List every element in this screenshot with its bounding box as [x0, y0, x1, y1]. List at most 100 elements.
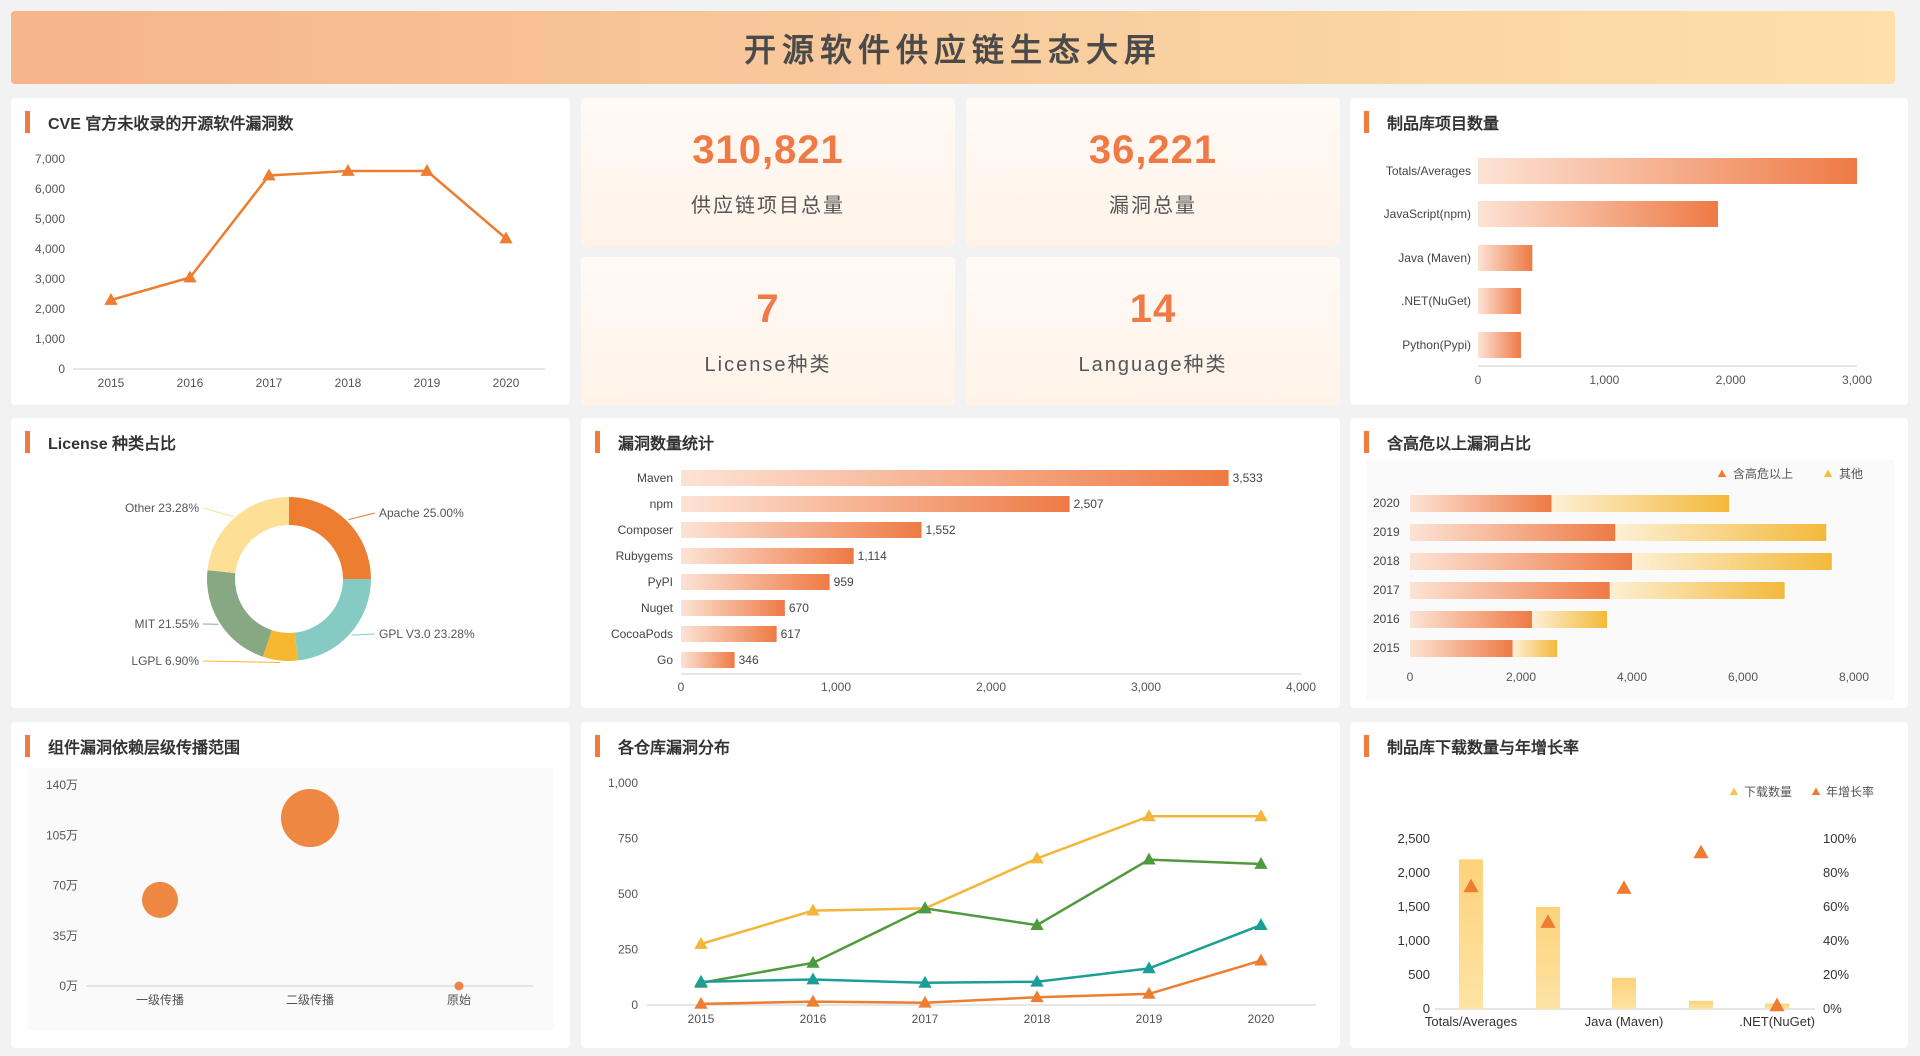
pie-slice	[207, 497, 289, 574]
x-tick-label: 0	[1475, 373, 1482, 387]
x-tick-label: 2,000	[1506, 670, 1536, 684]
y-tick-label-left: 2,000	[1397, 865, 1430, 880]
bar-other	[1632, 553, 1832, 570]
x-tick-label: 4,000	[1286, 680, 1316, 694]
legend-label: 含高危以上	[1733, 466, 1793, 481]
y-tick-label: 2,000	[35, 302, 65, 316]
x-tick-label: 8,000	[1839, 670, 1869, 684]
label-leader	[202, 660, 280, 664]
stat-card-languages: 14 Language种类	[966, 257, 1340, 405]
data-point	[694, 936, 708, 949]
stat-label: Language种类	[1078, 354, 1228, 376]
legend-marker	[1717, 469, 1727, 478]
x-tick-label: 6,000	[1728, 670, 1758, 684]
downloads-panel: 制品库下载数量与年增长率 下载数量 年增长率 0 500 1,000 1,500 2,000…	[1350, 722, 1908, 1048]
repo-vuln-chart: 0 250 500 750 1,000 2015 2016 2017 2018 2019 2020	[608, 776, 1316, 1026]
repo-vuln-panel: 各仓库漏洞分布 0 250 500 750 1,000 2015 2016 2017 2018 2…	[581, 722, 1340, 1048]
category-label: npm	[650, 497, 673, 511]
cve-panel: CVE 官方未收录的开源软件漏洞数 0 1,000 2,000 3,000 4,000 5…	[11, 98, 570, 405]
data-point	[1254, 809, 1268, 822]
legend-marker	[1729, 787, 1739, 796]
y-tick-label: 1,000	[608, 776, 638, 790]
high-risk-title: 含高危以上漏洞占比	[1364, 430, 1531, 454]
data-point	[104, 293, 118, 305]
category-label: Java (Maven)	[1398, 251, 1471, 265]
stat-card-licenses: 7 License种类	[581, 257, 955, 405]
x-tick-label: 3,000	[1842, 373, 1872, 387]
data-label: 617	[781, 627, 801, 641]
x-tick-label: 1,000	[1589, 373, 1619, 387]
bar-other	[1512, 640, 1558, 657]
x-tick-label: 2016	[800, 1012, 827, 1026]
pie-slice	[207, 570, 272, 657]
bar-high-risk	[1410, 582, 1610, 599]
stat-label: 供应链项目总量	[691, 195, 845, 217]
legend-label: 下载数量	[1744, 784, 1792, 799]
data-point	[806, 955, 820, 968]
x-tick-label: 二级传播	[286, 992, 334, 1007]
data-point	[1030, 990, 1044, 1003]
x-tick-label: 2,000	[976, 680, 1006, 694]
vuln-count-title: 漏洞数量统计	[595, 430, 714, 454]
growth-marker	[1616, 880, 1632, 894]
category-label: Composer	[618, 523, 673, 537]
bar-other	[1551, 495, 1730, 512]
data-point	[806, 903, 820, 916]
vuln-count-chart: Maven 3,533 npm 2,507 Composer 1,552 Rubygems 1…	[611, 470, 1316, 694]
data-point	[806, 994, 820, 1007]
y-tick-label: 140万	[46, 778, 78, 792]
stat-card-projects: 310,821 供应链项目总量	[581, 98, 955, 246]
stat-value: 14	[1129, 287, 1177, 331]
x-tick-label: 2,000	[1716, 373, 1746, 387]
bar	[681, 496, 1070, 512]
bar	[681, 652, 735, 668]
data-point	[1142, 961, 1156, 974]
data-point	[420, 164, 434, 176]
data-point	[806, 972, 820, 985]
bar	[1612, 977, 1636, 1009]
data-point	[1254, 953, 1268, 966]
x-tick-label: 2020	[493, 376, 520, 390]
x-tick-label: 2017	[256, 376, 283, 390]
x-tick-label: 2016	[177, 376, 204, 390]
data-point	[1142, 986, 1156, 999]
bar	[1478, 288, 1521, 314]
y-tick-label-left: 0	[1423, 1001, 1430, 1016]
y-tick-label-right: 60%	[1823, 899, 1849, 914]
y-tick-label-right: 20%	[1823, 967, 1849, 982]
data-point	[1254, 918, 1268, 930]
bubble	[142, 881, 178, 918]
y-tick-label: 105万	[46, 828, 78, 842]
legend-label: 其他	[1839, 467, 1863, 481]
y-tick-label-left: 2,500	[1397, 831, 1430, 846]
data-point	[918, 995, 932, 1008]
stat-label: License种类	[704, 354, 832, 376]
growth-marker	[1769, 997, 1785, 1012]
x-tick-label: 2019	[1136, 1012, 1163, 1026]
bubble	[281, 789, 339, 848]
slice-label: GPL V3.0 23.28%	[379, 627, 475, 641]
bar	[681, 522, 922, 538]
vuln-count-panel: 漏洞数量统计 Maven 3,533 npm 2,507 Composer 1,552 Ru…	[581, 418, 1340, 708]
y-tick-label: 3,000	[35, 272, 65, 286]
y-tick-label: 4,000	[35, 242, 65, 256]
y-tick-label: 70万	[53, 879, 78, 893]
data-point	[183, 270, 197, 283]
data-point	[262, 168, 276, 181]
category-label: Python(Pypi)	[1402, 338, 1471, 352]
bubble	[454, 981, 464, 991]
growth-marker	[1463, 878, 1479, 893]
spread-title: 组件漏洞依赖层级传播范围	[25, 734, 240, 758]
repo-vuln-title: 各仓库漏洞分布	[595, 734, 730, 758]
high-risk-chart: 含高危以上 其他 2020 2019 2018 2017 2016 2015 0 2,000 4,0…	[1366, 460, 1894, 700]
x-tick-label: .NET(NuGet)	[1739, 1014, 1815, 1029]
stat-value: 310,821	[692, 128, 844, 172]
repo-count-chart: Totals/Averages JavaScript(npm) Java (Mave…	[1384, 158, 1872, 387]
cve-chart: 0 1,000 2,000 3,000 4,000 5,000 6,000 7,000 2015…	[35, 152, 545, 390]
y-tick-label-right: 40%	[1823, 933, 1849, 948]
bar	[681, 470, 1229, 486]
bar	[1478, 245, 1533, 271]
y-tick-label: 6,000	[35, 182, 65, 196]
category-label: .NET(NuGet)	[1401, 294, 1471, 308]
slice-label: Other 23.28%	[125, 501, 199, 515]
